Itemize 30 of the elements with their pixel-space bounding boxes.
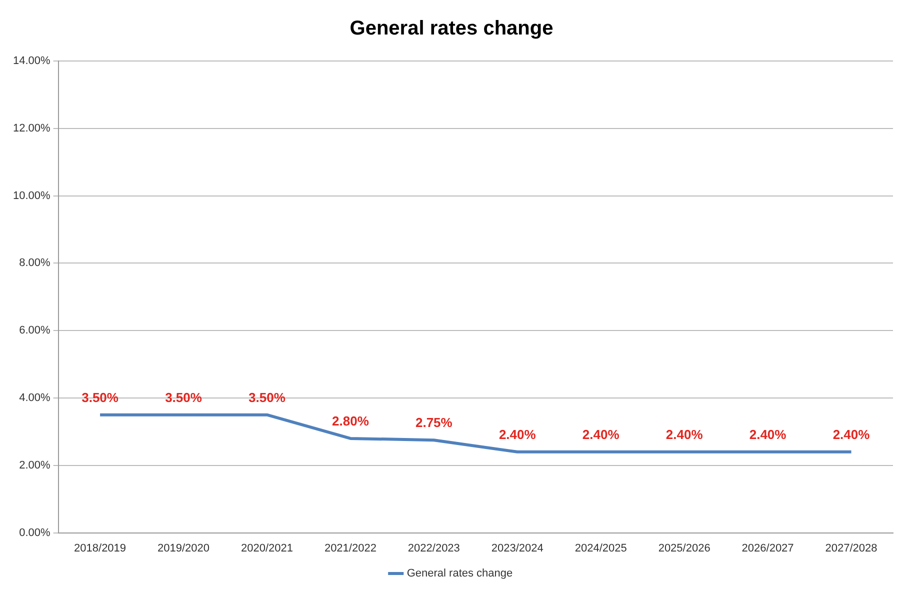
data-label: 2.40% [832,427,870,442]
y-tick-label: 14.00% [12,55,51,68]
x-tick-label: 2021/2022 [324,542,376,554]
data-label: 2.40% [666,427,704,442]
y-tick-label: 0.00% [19,526,51,539]
data-label: 2.75% [415,415,453,430]
x-tick-label: 2025/2026 [658,542,710,554]
x-tick-label: 2022/2023 [408,542,460,554]
data-label: 3.50% [248,390,286,405]
x-tick-label: 2018/2019 [74,542,126,554]
legend-label: General rates change [406,568,513,580]
data-label: 2.80% [332,414,370,429]
x-tick-label: 2024/2025 [574,542,627,554]
chart-title: General rates change [350,18,554,40]
y-tick-label: 6.00% [19,324,51,337]
data-label: 3.50% [165,390,202,405]
data-label: 2.40% [582,427,620,442]
y-tick-label: 8.00% [19,257,51,270]
x-tick-label: 2026/2027 [742,542,794,554]
x-tick-label: 2027/2028 [825,542,878,554]
x-tick-label: 2019/2020 [158,542,210,554]
y-tick-label: 4.00% [19,392,51,404]
y-tick-label: 12.00% [12,122,51,134]
data-label: 2.40% [749,427,787,442]
data-label: 3.50% [82,390,119,405]
x-tick-label: 2020/2021 [240,542,293,554]
y-tick-label: 10.00% [12,190,51,202]
data-label: 2.40% [498,427,536,442]
y-tick-label: 2.00% [19,459,51,472]
x-tick-label: 2023/2024 [491,542,544,554]
